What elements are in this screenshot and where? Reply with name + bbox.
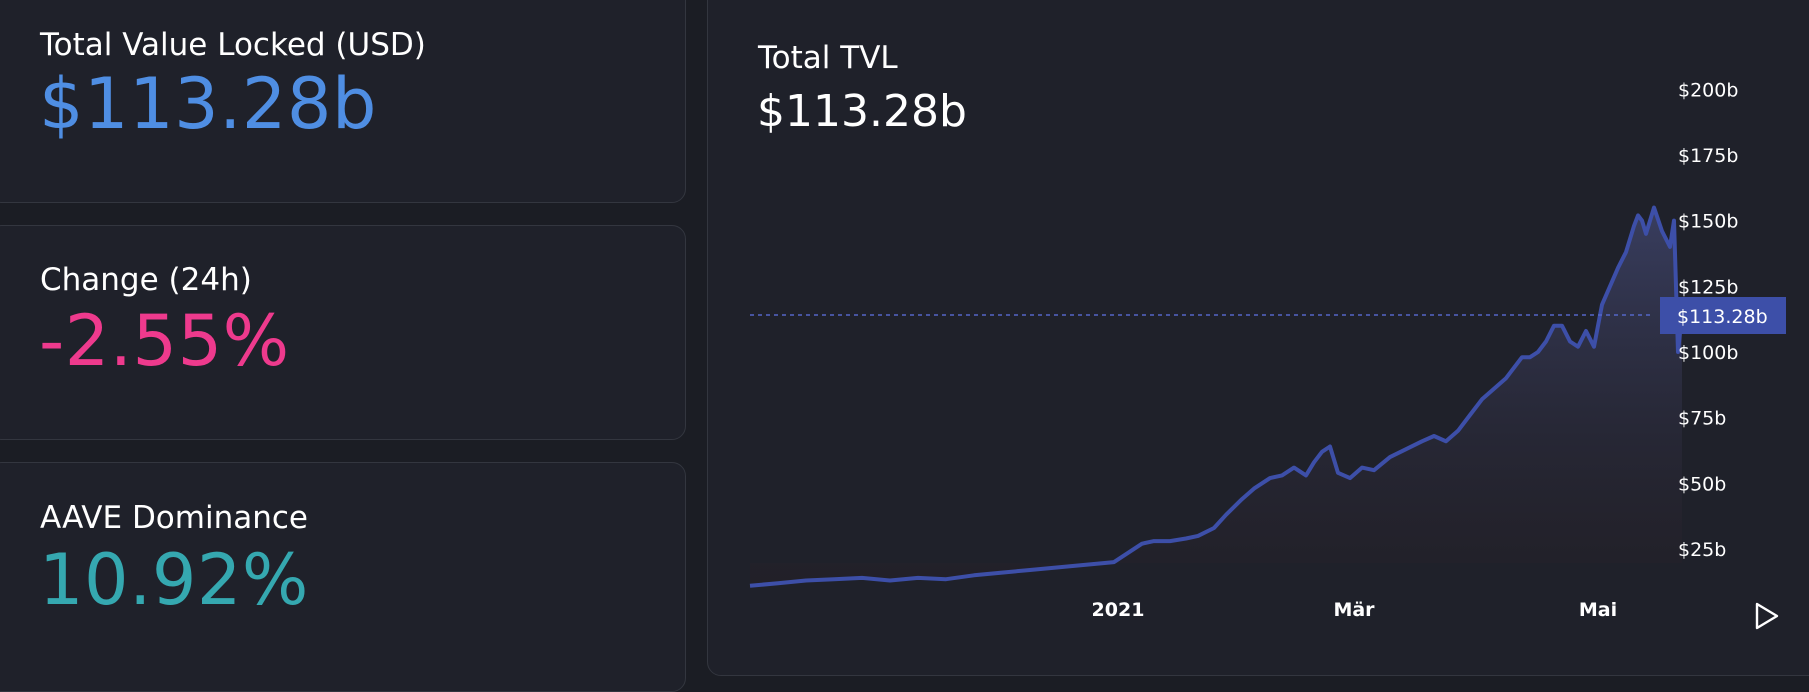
x-tick-label: Mär [1333,599,1375,621]
y-tick-label: $175b [1678,145,1738,167]
tvl-value: $113.28b [39,63,377,145]
y-tick-label: $75b [1678,408,1726,430]
tvl-area [750,207,1682,586]
change-value: -2.55% [39,300,290,382]
dominance-label: AAVE Dominance [40,500,308,536]
play-icon [1755,602,1779,630]
change-label: Change (24h) [40,262,252,298]
y-tick-label: $100b [1678,342,1738,364]
chart-title: Total TVL [758,40,898,76]
tvl-card: Total Value Locked (USD) $113.28b [0,0,686,203]
tvl-chart[interactable]: $25b $50b $75b $100b $125b $150b $175b $200b 20… [0,0,1809,660]
y-tick-label: $200b [1678,79,1738,101]
chart-value: $113.28b [757,86,967,137]
tvl-label: Total Value Locked (USD) [40,27,426,63]
x-tick-label: Mai [1579,599,1617,621]
y-tick-label: $150b [1678,211,1738,233]
x-tick-label: 2021 [1092,599,1145,621]
dominance-card: AAVE Dominance 10.92% [0,462,686,692]
tvl-series-line [749,205,1684,588]
change-card: Change (24h) -2.55% [0,225,686,440]
current-value-tag: $113.28b [1660,297,1786,334]
play-button[interactable] [1754,602,1780,630]
y-tick-label: $125b [1678,276,1738,298]
dominance-value: 10.92% [39,539,309,621]
y-tick-label: $25b [1678,539,1726,561]
y-tick-label: $50b [1678,473,1726,495]
current-value-label: $113.28b [1677,306,1768,328]
